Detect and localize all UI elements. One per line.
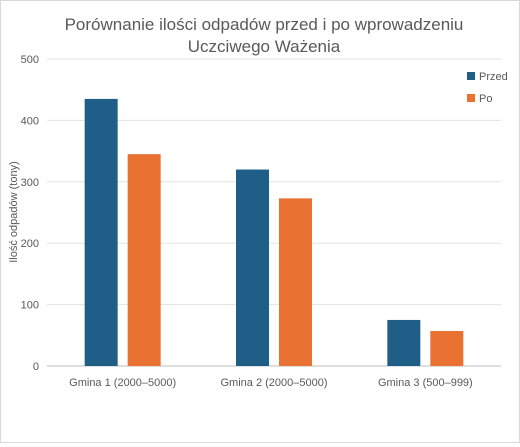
y-axis-label: Ilość odpadów (tony): [8, 161, 20, 263]
y-tick-label: 500: [21, 54, 39, 66]
bars: [84, 98, 464, 366]
y-tick-label: 0: [33, 361, 39, 373]
bar-po-3: [430, 331, 464, 366]
chart-title-line-2: Uczciwego Ważenia: [188, 37, 341, 56]
y-tick-label: 400: [21, 115, 39, 127]
bar-przed-3: [387, 319, 421, 366]
chart-title-line-1: Porównanie ilości odpadów przed i po wpr…: [65, 15, 464, 34]
legend-entry: Przed: [479, 71, 508, 83]
bar-przed-1: [84, 98, 118, 366]
x-tick-label: Gmina 2 (2000–5000): [220, 377, 327, 389]
gridlines: [47, 58, 501, 367]
y-tick-label: 200: [21, 238, 39, 250]
bar-przed-2: [236, 169, 269, 366]
y-tick-label: 100: [21, 300, 39, 312]
y-tick-label: 300: [21, 177, 39, 189]
bar-po-1: [127, 154, 161, 366]
legend-swatch: [467, 94, 475, 102]
x-axis-ticks: Gmina 1 (2000–5000) Gmina 2 (2000–5000) Gm…: [69, 377, 473, 389]
legend: Przed Po: [467, 71, 508, 105]
legend-swatch: [467, 72, 475, 80]
y-axis-ticks: 0 100 200 300 400 500: [21, 54, 39, 373]
x-tick-label: Gmina 1 (2000–5000): [69, 377, 176, 389]
x-tick-label: Gmina 3 (500–999): [378, 377, 473, 389]
bar-po-2: [279, 198, 312, 366]
legend-entry: Po: [479, 93, 492, 105]
